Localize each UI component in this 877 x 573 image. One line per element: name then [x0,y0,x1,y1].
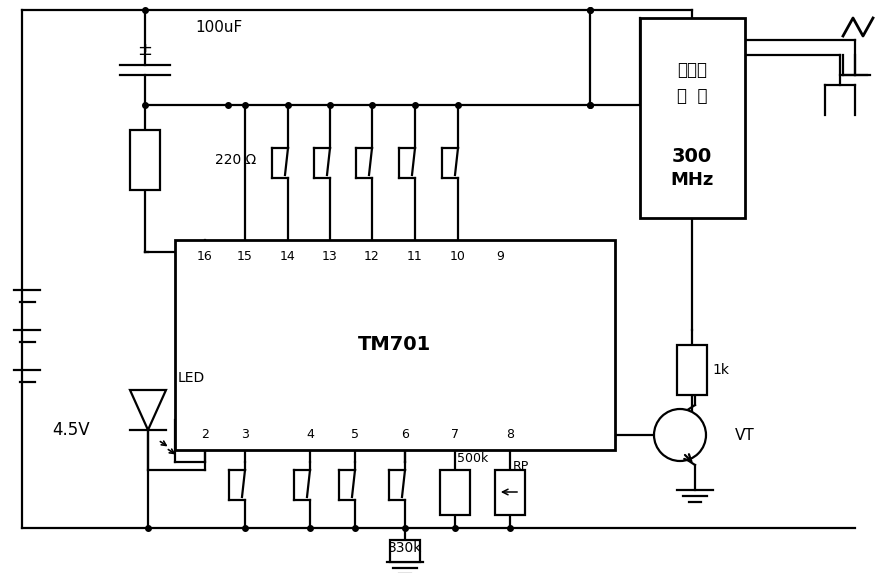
Text: 2: 2 [201,427,209,441]
Text: 4.5V: 4.5V [52,421,89,439]
Circle shape [654,409,706,461]
Bar [390,540,420,562]
Text: 330k: 330k [388,541,422,555]
Text: 射频发: 射频发 [677,61,707,79]
Text: LED: LED [178,371,205,385]
Text: 4: 4 [306,427,314,441]
Text: 3: 3 [241,427,249,441]
Text: 13: 13 [322,249,338,262]
Text: 5: 5 [351,427,359,441]
Text: 12: 12 [364,249,380,262]
Text: 9: 9 [496,249,504,262]
Bar [640,18,745,218]
Polygon shape [130,390,166,430]
Text: 500k: 500k [457,452,488,465]
Text: VT: VT [735,427,755,442]
Text: 射  机: 射 机 [677,87,707,105]
Bar [440,470,470,515]
Text: 8: 8 [506,427,514,441]
Bar [677,345,707,395]
Text: 300: 300 [672,147,712,166]
Text: 11: 11 [407,249,423,262]
Bar [130,130,160,190]
Text: 7: 7 [451,427,459,441]
Text: TM701: TM701 [359,336,431,355]
Text: 16: 16 [197,249,213,262]
Text: 220 Ω: 220 Ω [215,153,256,167]
Text: 100uF: 100uF [195,21,242,36]
Text: 15: 15 [237,249,253,262]
Text: 1k: 1k [712,363,729,377]
Text: 6: 6 [401,427,409,441]
Text: MHz: MHz [670,171,714,189]
Bar [495,470,525,515]
Text: ±: ± [138,41,153,59]
Text: 10: 10 [450,249,466,262]
Text: 14: 14 [280,249,296,262]
Bar [175,240,615,450]
Text: RP: RP [513,460,529,473]
